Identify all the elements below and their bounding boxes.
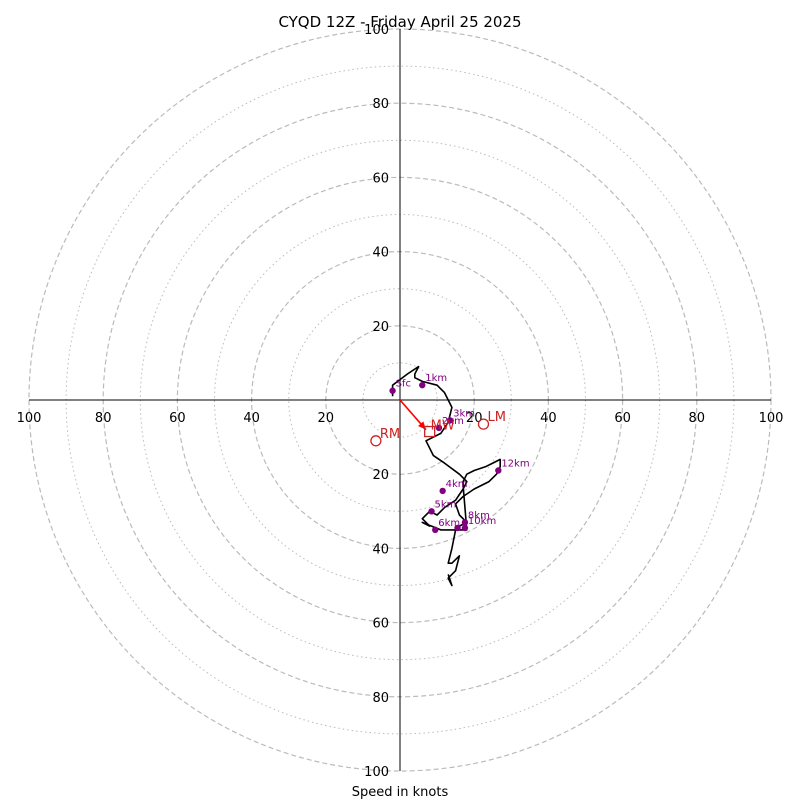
x-tick-label-right-60: 60 [614,411,631,426]
storm-motion-lm-label: LM [487,410,505,425]
y-tick-label-top-40: 40 [372,246,389,261]
height-marker-2km [435,424,443,432]
x-tick-label-left-20: 20 [318,411,335,426]
y-tick-label-top-60: 60 [372,171,389,186]
shear-vector-arrowhead [418,421,426,430]
height-marker-5km [428,508,435,515]
height-marker-label-sfc: Sfc [396,379,411,390]
height-marker-8km [461,519,469,526]
hodograph-trace-layer [391,365,502,587]
height-marker-3km [446,417,454,424]
storm-motion-mw-label: MW [431,419,455,434]
height-marker-label-5km: 5km [435,499,457,510]
x-tick-label-left-100: 100 [17,411,42,426]
height-marker-label-4km: 4km [446,479,468,490]
height-marker-sfc [389,387,396,394]
storm-motion-lm-marker [477,418,490,430]
chart-title: CYQD 12Z - Friday April 25 2025 [278,13,521,31]
height-marker-12km [495,467,502,474]
storm-motion-rm-label: RM [380,427,400,442]
y-tick-label-top-80: 80 [372,97,389,112]
height-marker-1km [419,381,426,389]
y-tick-label-bottom-80: 80 [372,691,389,706]
hodograph-trace-line [391,365,502,587]
height-marker-4km [439,487,446,495]
x-tick-label-right-100: 100 [759,411,784,426]
y-tick-label-bottom-60: 60 [372,617,389,632]
y-tick-label-top-100: 100 [364,23,389,38]
storm-motion-mw-marker [424,425,436,438]
storm-motion-rm-marker [370,435,382,447]
height-marker-label-10km: 10km [468,516,496,527]
height-marker-label-6km: 6km [438,518,460,529]
height-marker-unlabeled-10 [454,524,461,532]
height-marker-6km [432,526,439,534]
height-marker-10km [461,524,469,532]
shear-vector-layer [399,399,427,431]
height-marker-label-8km: 8km [468,510,490,521]
storm-motion-layer: LM RM MW [370,410,506,447]
x-tick-label-right-80: 80 [689,411,706,426]
x-tick-label-left-60: 60 [169,411,186,426]
height-markers-layer: Sfc1km2km3km4km5km6km8km10km12km [389,373,530,534]
y-tick-label-bottom-40: 40 [372,542,389,557]
x-axis-label: Speed in knots [352,785,449,800]
y-tick-label-bottom-20: 20 [372,468,389,483]
x-tick-label-left-80: 80 [95,411,112,426]
height-marker-label-12km: 12km [501,458,529,469]
height-marker-label-1km: 1km [425,373,447,384]
y-tick-label-bottom-100: 100 [364,765,389,780]
x-tick-label-left-40: 40 [243,411,260,426]
y-tick-label-top-20: 20 [372,320,389,335]
x-tick-label-right-40: 40 [540,411,557,426]
height-marker-label-3km: 3km [453,408,475,419]
